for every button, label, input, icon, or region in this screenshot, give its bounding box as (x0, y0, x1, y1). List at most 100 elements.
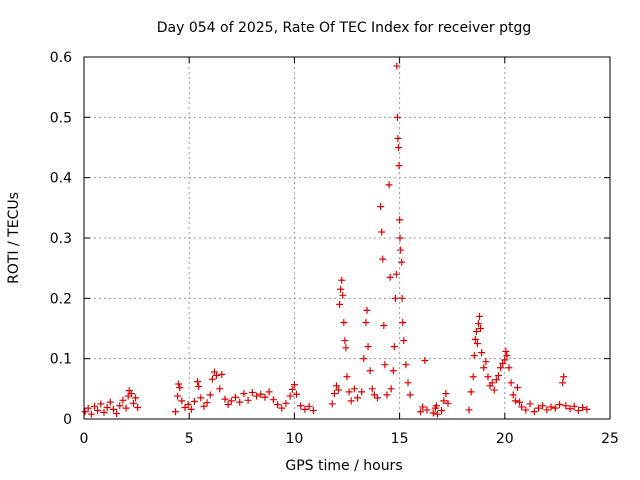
data-point (560, 373, 568, 381)
data-point (570, 402, 578, 410)
data-point (297, 402, 305, 410)
y-tick-label: 0.2 (50, 291, 72, 307)
data-point (286, 392, 294, 400)
data-point (480, 364, 488, 372)
data-point (116, 402, 124, 410)
chart-title: Day 054 of 2025, Rate Of TEC Index for r… (157, 20, 532, 36)
y-tick-label: 0.4 (50, 171, 72, 187)
data-point (208, 375, 216, 383)
data-point (566, 405, 574, 413)
data-point (330, 390, 338, 398)
data-point (293, 390, 301, 398)
data-point (231, 393, 239, 401)
x-tick-label: 0 (80, 431, 89, 447)
data-point (477, 325, 485, 332)
data-point (119, 396, 127, 404)
data-point (494, 372, 502, 380)
data-point (387, 385, 395, 393)
data-point (282, 399, 290, 407)
data-point (103, 404, 111, 412)
data-point (87, 410, 95, 418)
data-point (253, 392, 261, 400)
data-point (404, 379, 412, 387)
data-point (84, 404, 92, 412)
data-point (399, 318, 407, 326)
data-point (218, 370, 226, 378)
data-point (339, 291, 347, 299)
data-point (210, 368, 218, 376)
data-point (530, 408, 538, 416)
data-point (518, 403, 526, 411)
data-point (354, 394, 362, 402)
x-tick-label: 20 (496, 431, 514, 447)
data-point (127, 390, 135, 398)
data-point (200, 402, 208, 410)
data-point (492, 376, 500, 384)
data-point (81, 408, 89, 416)
data-point (497, 364, 505, 372)
data-point (362, 318, 370, 326)
data-point (176, 384, 184, 392)
data-point (338, 276, 346, 284)
data-point (559, 379, 567, 387)
data-point (400, 337, 408, 345)
data-point (97, 400, 105, 408)
data-point (438, 407, 446, 415)
y-tick-label: 0.3 (50, 231, 72, 247)
data-point (94, 407, 102, 415)
data-point (398, 294, 406, 302)
data-point (366, 367, 374, 375)
y-tick-label: 0 (63, 412, 72, 428)
data-point (341, 337, 349, 345)
data-point (335, 386, 343, 394)
data-point (390, 343, 398, 351)
y-tick-label: 0.5 (50, 110, 72, 126)
data-point (522, 406, 530, 414)
data-point (395, 162, 403, 170)
data-point (269, 396, 277, 404)
data-point (378, 228, 386, 236)
data-point (174, 392, 182, 400)
data-point (132, 394, 140, 402)
data-point (224, 401, 232, 409)
data-point (345, 388, 353, 396)
x-tick-label: 25 (601, 431, 619, 447)
data-point (583, 405, 591, 413)
data-point (429, 409, 437, 417)
data-point (265, 388, 273, 396)
data-point (350, 385, 358, 393)
y-axis-label: ROTI / TECUs (6, 192, 22, 284)
data-point (332, 382, 340, 390)
data-point (433, 410, 441, 418)
data-point (244, 396, 252, 404)
data-point (187, 405, 195, 413)
data-point (194, 378, 202, 386)
data-point (206, 391, 214, 399)
data-point (499, 359, 507, 367)
data-point (190, 398, 198, 406)
data-point (543, 406, 551, 414)
data-point (476, 312, 484, 320)
data-point (342, 344, 350, 352)
data-point (100, 408, 108, 416)
data-point (505, 364, 513, 372)
x-axis-label: GPS time / hours (285, 458, 402, 474)
data-point (534, 404, 542, 412)
data-point (113, 410, 121, 418)
data-point (221, 395, 229, 403)
data-point (389, 367, 397, 375)
data-point (478, 349, 486, 357)
data-point (106, 398, 114, 406)
data-point (129, 399, 137, 407)
data-point (381, 361, 389, 369)
data-point (240, 390, 248, 398)
data-point (337, 285, 345, 293)
data-point (421, 356, 429, 364)
x-tick-label: 5 (185, 431, 194, 447)
data-point (257, 390, 265, 398)
data-point (488, 379, 496, 387)
data-point (197, 394, 205, 402)
